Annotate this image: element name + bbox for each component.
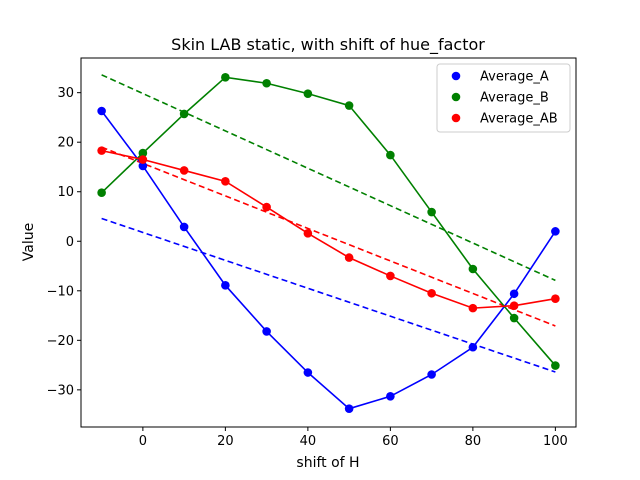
data-point-average-ab [509, 301, 519, 310]
y-axis-label: Value [21, 223, 37, 261]
trend-line-average-ab [101, 146, 556, 327]
legend-marker-average-ab [451, 113, 461, 123]
data-point-average-b [262, 78, 271, 88]
data-point-average-a [138, 161, 148, 171]
y-axis: −30 −20 −10 0 10 20 30 [47, 86, 81, 398]
chart-title: Skin LAB static, with shift of hue_facto… [171, 35, 485, 55]
data-point-average-a [303, 368, 313, 377]
data-point-average-b [468, 264, 478, 274]
legend: Average_A Average_B Average_AB [436, 63, 571, 133]
data-point-average-ab [551, 294, 560, 304]
y-tick-label: 30 [57, 86, 74, 101]
y-tick-label: 20 [57, 136, 74, 151]
data-point-average-ab [138, 155, 148, 164]
data-point-average-b [138, 148, 148, 158]
data-point-average-ab [386, 271, 395, 281]
data-point-average-a [97, 106, 106, 116]
legend-label-average-b: Average_B [480, 91, 549, 106]
data-point-average-ab [221, 177, 230, 186]
trend-line-average-b [101, 74, 556, 282]
plot-frame [80, 57, 577, 428]
data-point-average-b [303, 89, 313, 98]
x-tick-label: 0 [139, 434, 147, 449]
series-line-average-b [101, 76, 556, 367]
data-point-average-ab [427, 288, 436, 298]
data-point-average-a [344, 404, 354, 413]
data-point-average-ab [179, 166, 189, 175]
data-point-average-a [386, 391, 395, 401]
plot-area [97, 73, 560, 413]
x-axis: 0 20 40 60 80 100 [139, 427, 568, 449]
data-point-average-b [509, 313, 519, 323]
data-point-average-ab [344, 253, 354, 262]
y-tick-label: −30 [47, 383, 74, 398]
x-tick-label: 60 [382, 434, 399, 449]
data-point-average-a [179, 222, 189, 232]
data-point-average-b [551, 361, 560, 370]
data-point-average-b [344, 101, 354, 110]
data-point-average-a [509, 289, 519, 299]
data-point-average-b [386, 150, 395, 160]
data-point-average-a [262, 327, 271, 336]
legend-marker-average-b [451, 92, 461, 102]
y-tick-label: 10 [57, 185, 74, 200]
data-point-average-ab [303, 229, 313, 238]
data-point-average-b [179, 109, 189, 119]
data-point-average-b [221, 73, 230, 82]
x-tick-label: 100 [543, 434, 568, 449]
trend-line-average-a [101, 217, 556, 373]
x-axis-label: shift of H [296, 455, 359, 471]
data-point-average-ab [97, 146, 106, 155]
series-line-average-ab [101, 149, 556, 309]
x-tick-label: 40 [300, 434, 317, 449]
data-point-average-b [427, 207, 436, 217]
x-tick-label: 80 [465, 434, 482, 449]
data-point-average-ab [468, 303, 478, 313]
y-tick-label: −20 [47, 334, 74, 349]
legend-label-average-ab: Average_AB [480, 112, 558, 127]
legend-marker-average-a [451, 71, 461, 81]
data-point-average-a [221, 281, 230, 290]
data-point-average-a [427, 370, 436, 379]
legend-box [436, 63, 571, 133]
y-tick-label: 0 [66, 235, 74, 250]
data-point-average-b [97, 188, 106, 198]
data-point-average-ab [262, 202, 271, 212]
series-line-average-a [100, 110, 557, 410]
legend-label-average-a: Average_A [480, 70, 549, 85]
x-tick-label: 20 [217, 434, 234, 449]
data-point-average-a [551, 227, 560, 236]
data-point-average-a [468, 342, 478, 352]
y-tick-label: −10 [47, 284, 74, 299]
